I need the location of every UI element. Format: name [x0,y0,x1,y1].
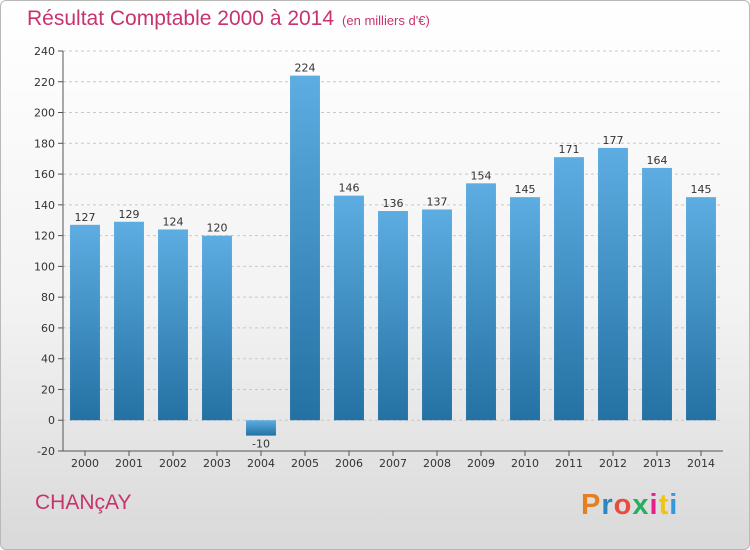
bar-2002 [158,229,188,421]
y-tick-label: 200 [34,107,55,120]
value-label: 120 [207,222,228,235]
value-label: 145 [515,183,536,196]
bar-2001 [114,221,144,421]
chart-title: Résultat Comptable 2000 à 2014 [27,7,335,30]
value-label: 164 [647,154,668,167]
bars [70,75,716,436]
x-tick-label: 2001 [115,457,143,470]
x-tick-label: 2011 [555,457,583,470]
value-label: 145 [691,183,712,196]
x-tick-label: 2012 [599,457,627,470]
y-tick-label: 180 [34,137,55,150]
x-tick-label: 2008 [423,457,451,470]
value-label: 177 [603,134,624,147]
value-label: 127 [75,211,96,224]
x-tick-label: 2009 [467,457,495,470]
value-label: 146 [339,182,360,195]
y-tick-label: 160 [34,168,55,181]
x-tick-label: 2006 [335,457,363,470]
value-label: 124 [163,215,184,228]
y-tick-label: 20 [41,383,55,396]
value-label: 224 [295,62,316,75]
y-tick-label: 40 [41,353,55,366]
y-tick-label: 0 [48,414,55,427]
y-tick-label: 60 [41,322,55,335]
y-tick-label: 140 [34,199,55,212]
value-label: 129 [119,208,140,221]
bar-2005 [290,75,320,421]
x-tick-label: 2010 [511,457,539,470]
y-tick-label: 120 [34,230,55,243]
chart-subtitle: (en milliers d'€) [342,13,430,28]
y-tick-label: 240 [34,45,55,58]
x-tick-label: 2005 [291,457,319,470]
y-tick-label: 220 [34,76,55,89]
bar-2009 [466,183,496,421]
proxiti-logo: Proxiti [581,489,679,521]
value-label: 137 [427,195,448,208]
x-tick-label: 2007 [379,457,407,470]
x-tick-label: 2013 [643,457,671,470]
value-label: 136 [383,197,404,210]
bar-2011 [554,157,584,421]
place-name: CHANçAY [35,491,132,514]
x-tick-label: 2004 [247,457,275,470]
x-tick-label: 2002 [159,457,187,470]
bar-2006 [334,195,364,421]
x-tick-label: 2000 [71,457,99,470]
value-label: 154 [471,169,492,182]
value-label: -10 [252,438,270,451]
bar-2007 [378,211,408,421]
y-tick-label: 80 [41,291,55,304]
bar-2010 [510,197,540,421]
y-tick-label: -20 [37,445,55,458]
bar-2000 [70,224,100,421]
bar-2008 [422,209,452,421]
y-tick-label: 100 [34,260,55,273]
bar-2012 [598,147,628,421]
bar-2003 [202,235,232,421]
bar-2004 [246,420,276,436]
bar-2013 [642,167,672,421]
axes: -20 0 20 40 60 80 100 120 140 160 180 200 220 240 2000… [34,45,723,470]
value-label: 171 [559,143,580,156]
bar-2014 [686,197,716,421]
chart-title-block: Résultat Comptable 2000 à 2014 (en millie… [27,7,430,31]
x-tick-label: 2014 [687,457,715,470]
labels: 127 129 124 120 -10 224 146 136 137 154 145 171 177 1… [75,62,712,451]
x-tick-label: 2003 [203,457,231,470]
